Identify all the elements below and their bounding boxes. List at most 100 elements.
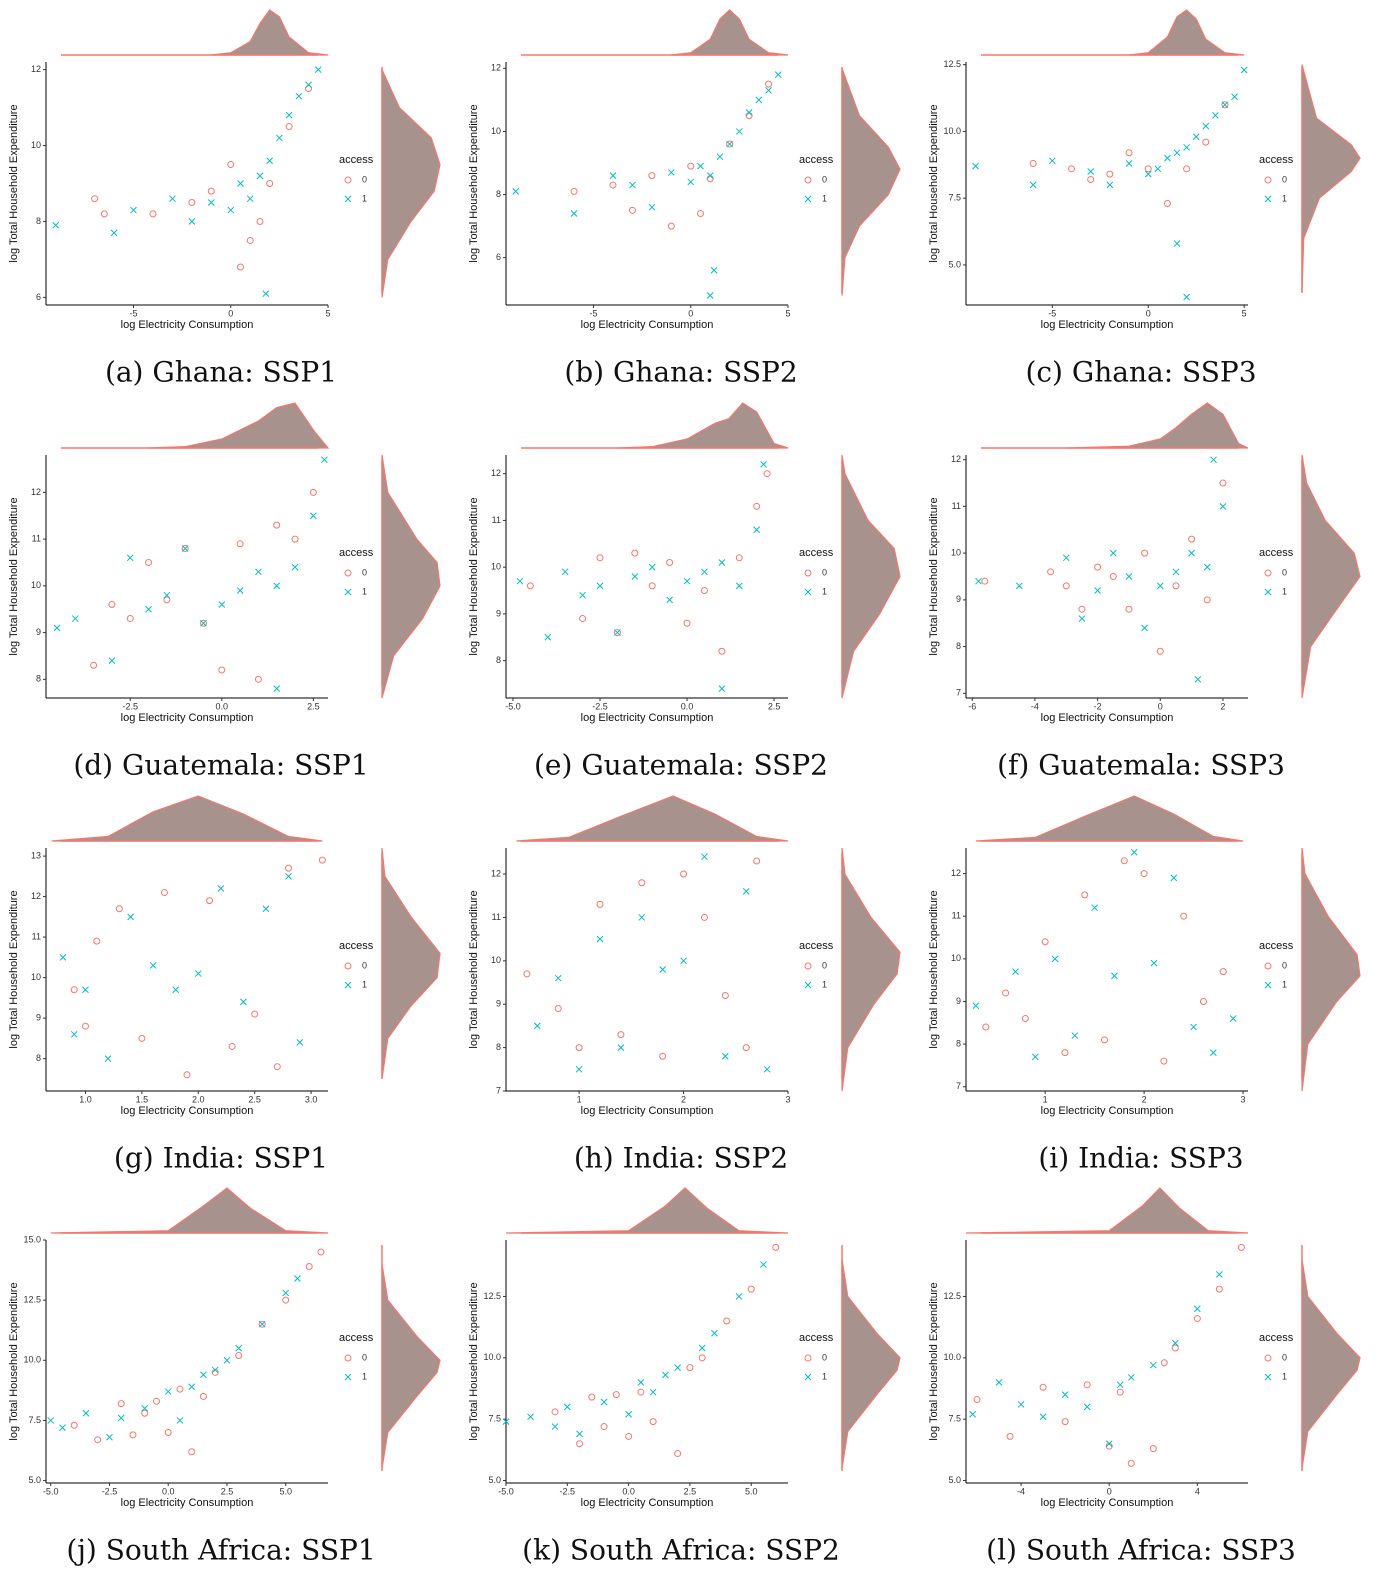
legend-label: 1 <box>362 193 367 203</box>
point <box>314 66 322 73</box>
x-axis-label: log Electricity Consumption <box>1041 319 1174 331</box>
point <box>320 456 328 464</box>
point <box>1221 101 1229 109</box>
point <box>217 885 225 892</box>
legend-marker <box>804 962 812 970</box>
x-tick-label: 0 <box>1158 701 1163 711</box>
y-tick-label: 8 <box>956 1038 961 1048</box>
y-tick-label: 10.0 <box>943 1352 961 1362</box>
point <box>609 172 617 179</box>
point <box>273 685 281 693</box>
x-density <box>671 9 789 56</box>
point <box>637 1388 645 1396</box>
point <box>563 1403 571 1411</box>
y-tick-label: 12 <box>491 868 501 878</box>
point <box>1140 870 1148 878</box>
y-tick-label: 11 <box>492 912 501 922</box>
y-tick-label: 9 <box>496 999 501 1009</box>
x-tick-label: 2.5 <box>768 701 781 711</box>
point <box>1193 1305 1201 1313</box>
point <box>82 986 89 994</box>
y-density <box>841 847 901 1092</box>
point <box>256 217 264 225</box>
point <box>575 1044 583 1052</box>
caption: (i) India: SSP3 <box>1038 1142 1243 1175</box>
point <box>145 605 152 613</box>
point <box>1061 1049 1069 1057</box>
point <box>145 558 153 566</box>
point <box>1002 989 1010 997</box>
point <box>763 470 771 478</box>
legend-marker <box>804 569 812 577</box>
point <box>628 206 636 214</box>
point <box>188 1383 196 1391</box>
point <box>181 545 189 552</box>
point <box>273 521 281 529</box>
y-tick-label: 7.5 <box>948 193 961 203</box>
point <box>600 1398 608 1406</box>
point <box>1180 912 1188 920</box>
point <box>1125 605 1133 613</box>
legend-marker <box>344 195 352 203</box>
point <box>1183 165 1191 173</box>
legend-title: access <box>799 1332 834 1344</box>
y-density <box>1301 847 1361 1092</box>
point <box>763 1065 771 1073</box>
point <box>774 71 782 78</box>
x-axis-label: log Electricity Consumption <box>581 319 714 331</box>
y-axis-label: log Total Household Expenditure <box>468 104 480 262</box>
point <box>1078 615 1086 622</box>
point <box>1039 1413 1047 1421</box>
y-tick-label: 6 <box>496 252 501 262</box>
x-tick-label: -2.5 <box>560 1486 576 1496</box>
point <box>236 540 244 548</box>
point <box>1111 972 1118 980</box>
point <box>188 1448 196 1456</box>
caption: (c) Ghana: SSP3 <box>1025 356 1256 389</box>
point <box>570 210 578 217</box>
legend-label: 1 <box>822 586 827 596</box>
point <box>291 563 299 571</box>
y-tick-label: 10 <box>491 126 501 136</box>
point <box>254 675 262 683</box>
x-tick-label: 2 <box>1142 1094 1147 1104</box>
y-tick-label: 13 <box>31 850 41 860</box>
x-tick-label: -2.5 <box>102 1486 118 1496</box>
point <box>747 1285 755 1293</box>
point <box>527 1413 534 1421</box>
legend-marker <box>804 981 812 989</box>
y-tick-label: 11 <box>32 931 41 941</box>
legend-marker <box>804 195 812 203</box>
y-tick-label: 11 <box>952 501 961 511</box>
x-density <box>1066 402 1249 449</box>
point <box>972 1002 980 1010</box>
y-tick-label: 9 <box>36 627 41 637</box>
point <box>701 853 708 861</box>
x-axis-label: log Electricity Consumption <box>121 319 254 331</box>
legend-title: access <box>339 1332 374 1344</box>
point <box>1173 240 1181 247</box>
point <box>700 913 708 921</box>
point <box>1219 968 1227 976</box>
y-tick-label: 12 <box>31 891 41 901</box>
x-tick-label: -5.0 <box>505 701 521 711</box>
y-density <box>1301 454 1361 699</box>
point <box>1071 1032 1079 1039</box>
point <box>200 619 207 627</box>
point <box>218 666 226 674</box>
y-axis-label: log Total Household Expenditure <box>8 890 20 1048</box>
y-tick-label: 10 <box>951 548 961 558</box>
point <box>227 161 235 169</box>
point <box>662 1371 669 1379</box>
legend-marker <box>1264 176 1272 184</box>
point <box>108 657 116 664</box>
y-tick-label: 10.0 <box>23 1355 41 1365</box>
point <box>726 140 734 148</box>
point <box>1087 168 1095 175</box>
point <box>1127 1374 1135 1381</box>
point <box>596 935 604 943</box>
x-tick-label: 5 <box>325 308 330 318</box>
x-tick-label: -5.0 <box>43 1486 59 1496</box>
point <box>176 1417 184 1424</box>
point <box>1061 1391 1069 1398</box>
